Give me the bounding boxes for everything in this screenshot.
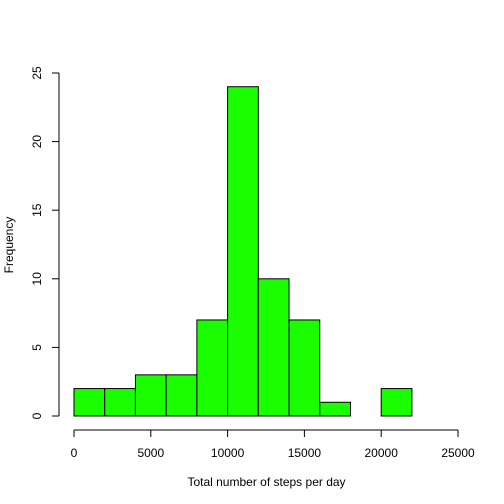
y-axis-title: Frequency: [2, 217, 16, 274]
histogram-bar-3: [165, 374, 198, 417]
x-axis: 0 5000 10000 15000 20000 25000: [71, 429, 475, 460]
y-tick-label-5: 25: [30, 66, 44, 80]
histogram-bar-8: [319, 401, 351, 417]
x-tick-label-4: 20000: [365, 446, 399, 460]
x-axis-title: Total number of steps per day: [187, 475, 345, 489]
histogram-bar-4: [196, 319, 229, 417]
x-tick-label-5: 25000: [441, 446, 475, 460]
y-tick-label-3: 15: [30, 203, 44, 217]
x-tick-label-3: 15000: [288, 446, 322, 460]
x-tick-label-2: 10000: [211, 446, 245, 460]
histogram-bar-5: [227, 86, 259, 417]
histogram-bar-10: [380, 388, 413, 417]
histogram-bar-7: [288, 319, 321, 417]
histogram-bar-2: [134, 374, 167, 417]
histogram-bar-6: [257, 278, 290, 417]
histogram-bars: [73, 86, 413, 417]
x-tick-label-1: 5000: [137, 446, 164, 460]
y-axis: 0 5 10 15 20 25: [30, 66, 60, 419]
y-tick-label-2: 10: [30, 272, 44, 286]
histogram-bar-0: [73, 388, 106, 417]
x-tick-label-0: 0: [71, 446, 78, 460]
y-tick-label-0: 0: [30, 412, 44, 419]
y-tick-label-4: 20: [30, 135, 44, 149]
y-tick-label-1: 5: [30, 344, 44, 351]
histogram-bar-1: [104, 388, 136, 417]
